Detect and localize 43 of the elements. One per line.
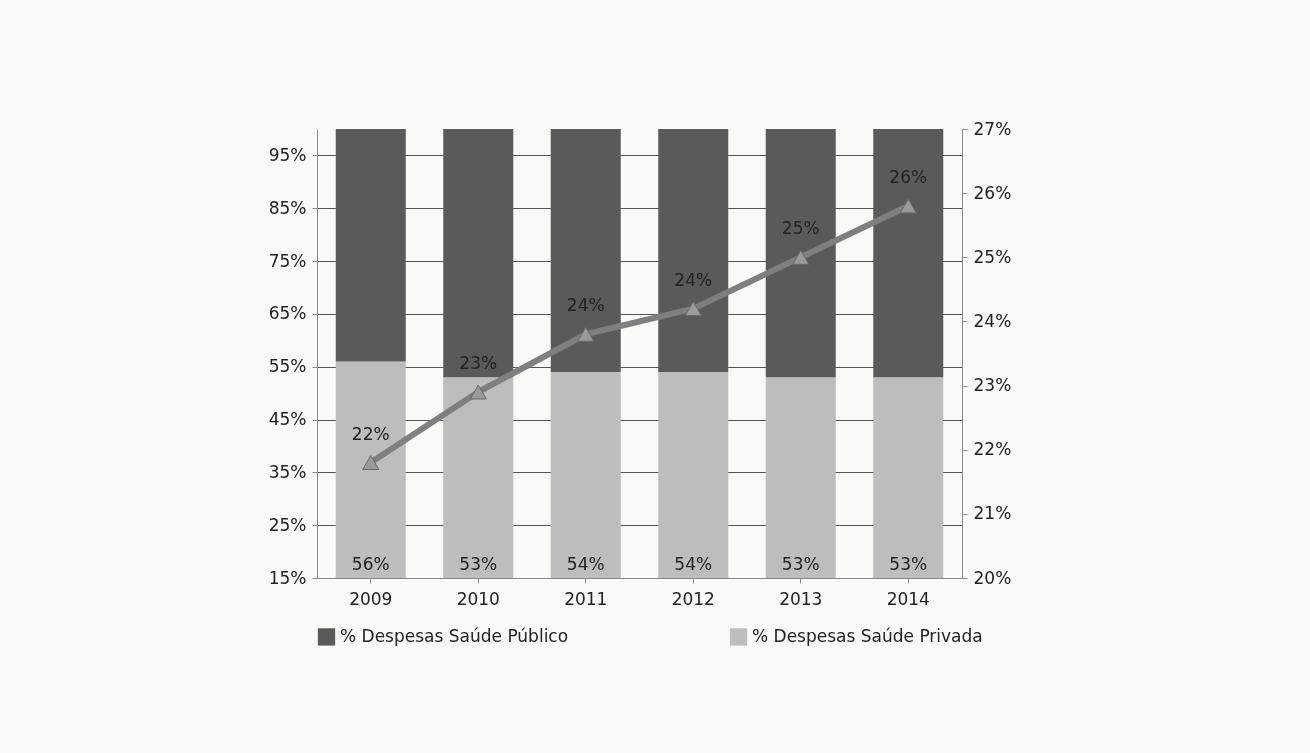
y-tick-label: 65% xyxy=(268,303,307,324)
y2-tick-label: 20% xyxy=(973,567,1012,588)
legend-label: % Despesas Saúde Público xyxy=(340,625,569,646)
point xyxy=(792,249,810,265)
data-label: 25% xyxy=(781,218,820,239)
x-tick-label: 2010 xyxy=(456,588,500,609)
data-label: 53% xyxy=(781,554,820,574)
x-tick-label: 2009 xyxy=(349,588,393,609)
y2-tick-label: 22% xyxy=(973,439,1012,460)
y-tick-label: 45% xyxy=(268,409,307,430)
x-tick-label: 2011 xyxy=(564,588,608,609)
x-tick-label: 2012 xyxy=(671,588,715,609)
data-label: 53% xyxy=(889,554,928,574)
point xyxy=(577,326,595,342)
point xyxy=(899,198,917,214)
y-tick-label: 35% xyxy=(268,461,307,482)
y2-tick-label: 26% xyxy=(973,182,1012,203)
data-label: 22% xyxy=(351,423,390,444)
y-tick-label: 95% xyxy=(268,144,307,165)
y2-tick-label: 21% xyxy=(973,503,1012,524)
data-label: 56% xyxy=(351,554,390,574)
y-tick-label: 55% xyxy=(268,356,307,377)
x-tick-label: 2014 xyxy=(886,588,930,609)
data-label: 54% xyxy=(674,554,713,574)
data-label: 54% xyxy=(566,554,605,574)
y-tick-label: 15% xyxy=(268,567,307,588)
y-tick-label: 25% xyxy=(268,514,307,535)
legend-label: % Despesas Saúde Privada xyxy=(752,625,983,646)
y-tick-label: 85% xyxy=(268,197,307,218)
y2-tick-label: 27% xyxy=(973,118,1012,139)
x-tick-label: 2013 xyxy=(779,588,823,609)
y2-tick-label: 24% xyxy=(973,310,1012,331)
data-label: 24% xyxy=(566,295,605,316)
point xyxy=(362,455,380,471)
data-label: 53% xyxy=(459,554,498,574)
y2-tick-label: 25% xyxy=(973,246,1012,267)
data-label: 23% xyxy=(459,352,498,373)
point xyxy=(469,384,487,400)
point xyxy=(684,301,702,317)
y2-tick-label: 23% xyxy=(973,375,1012,396)
data-label: 24% xyxy=(674,269,713,290)
data-label: 26% xyxy=(889,166,928,187)
y-tick-label: 75% xyxy=(268,250,307,271)
